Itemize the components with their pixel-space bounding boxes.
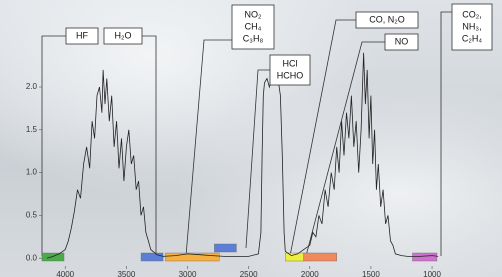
spectral-band [285,253,303,261]
annotation-label: HCl [283,58,298,68]
y-tick-label: 0.5 [26,210,38,219]
screenshot: 0.0 0.5 1.0 1.5 2.0 4000 3500 3000 2500 2000 1500 1… [0,0,502,277]
chart: 0.0 0.5 1.0 1.5 2.0 4000 3500 3000 2500 2000 1500 1… [0,0,502,277]
leader-line [246,70,270,248]
annotation-label: HCHO [277,70,304,80]
annotation-label: NH₃, [462,21,481,31]
x-tick-label: 1000 [423,270,441,277]
y-tick-label: 1.0 [26,168,38,177]
annotation-label: C₃H₈ [243,33,264,43]
leader-line [42,36,66,256]
spectral-band [412,253,436,261]
leader-line [441,12,452,256]
annotation-label: NO₂ [245,9,263,19]
annotation-label: NO [395,36,409,46]
y-tick-label: 0.0 [26,253,38,262]
x-tick-label: 4000 [56,270,74,277]
spectral-band [304,253,337,261]
leader-line [186,40,232,256]
annotation-label: CH₄ [245,21,262,31]
annotation-label: CO₂, [462,9,482,19]
spectral-band [214,244,236,252]
x-tick-label: 2000 [301,270,319,277]
y-tick-label: 2.0 [26,82,38,91]
spectrum-line [47,53,438,258]
annotation-label: HF [76,30,88,40]
x-tick-label: 3500 [117,270,135,277]
annotation-label: C₂H₄ [462,33,482,43]
x-tick-label: 2500 [240,270,258,277]
spectral-band [42,253,64,261]
annotation-label: H₂O [115,30,132,40]
x-tick-label: 1500 [362,270,380,277]
y-tick-label: 1.5 [26,125,38,134]
annotation-label: CO, N₂O [369,14,405,24]
x-tick-label: 3000 [179,270,197,277]
spectral-band [141,253,163,261]
leader-line [142,36,156,256]
